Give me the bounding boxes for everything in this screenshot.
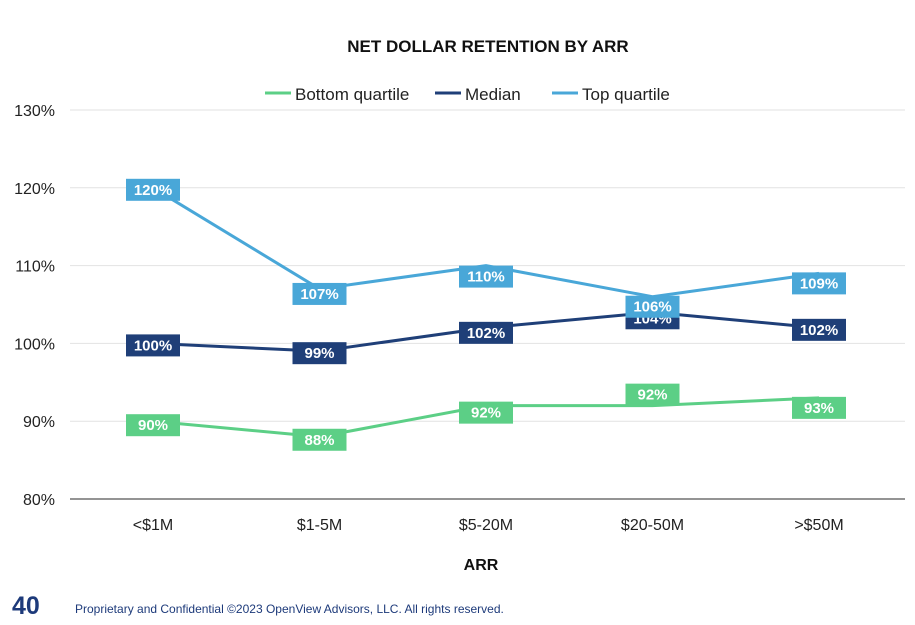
data-label-box	[292, 282, 347, 305]
data-label-box	[792, 396, 846, 419]
gridlines	[70, 109, 905, 500]
data-label-box	[625, 383, 680, 406]
data-label: 120%	[134, 182, 172, 199]
legend-label: Median	[465, 85, 521, 104]
data-label: 102%	[800, 322, 838, 339]
data-label-box	[459, 401, 513, 424]
data-label-box	[292, 428, 347, 451]
chart: NET DOLLAR RETENTION BY ARR Bottom quart…	[14, 37, 905, 574]
x-tick-label: >$50M	[794, 517, 843, 534]
y-tick-label: 100%	[14, 336, 55, 353]
y-tick-label: 110%	[15, 259, 55, 276]
legend-label: Bottom quartile	[295, 85, 409, 104]
data-label: 110%	[467, 269, 505, 286]
data-label-box	[792, 272, 846, 295]
data-label: 93%	[804, 400, 834, 417]
data-label: 107%	[300, 286, 338, 303]
data-label-box	[292, 342, 347, 365]
page-number: 40	[12, 592, 40, 620]
data-label: 88%	[304, 432, 334, 449]
data-label-box	[459, 265, 513, 288]
x-tick-label: $5-20M	[459, 517, 513, 534]
data-label-box	[126, 334, 180, 357]
data-label-box	[625, 295, 680, 318]
x-tick-label: $20-50M	[621, 517, 684, 534]
x-axis-label: ARR	[464, 557, 499, 574]
data-label-box	[792, 318, 846, 341]
data-label: 92%	[637, 387, 667, 404]
legend: Bottom quartile Median Top quartile	[265, 85, 670, 104]
x-axis-ticks: <$1M $1-5M $5-20M $20-50M >$50M	[133, 517, 844, 534]
y-tick-label: 130%	[14, 103, 55, 120]
data-label: 100%	[134, 337, 172, 354]
y-axis-ticks: 80% 90% 100% 110% 120% 130%	[14, 103, 55, 509]
footer: 40 Proprietary and Confidential ©2023 Op…	[0, 590, 915, 625]
y-tick-label: 90%	[23, 414, 55, 431]
series-group: 90%88%92%92%93%100% 99%102%104%102%120%10…	[126, 178, 846, 451]
series: 120% 107% 110% 106% 109%	[126, 178, 846, 318]
data-label-box	[126, 178, 180, 201]
data-label: 92%	[471, 405, 501, 422]
data-label-box	[126, 414, 180, 437]
data-label: 109%	[800, 275, 838, 292]
chart-title: NET DOLLAR RETENTION BY ARR	[347, 37, 628, 56]
y-tick-label: 80%	[23, 492, 55, 509]
data-label: 106%	[633, 299, 671, 316]
data-label-box	[459, 321, 513, 344]
series: 100% 99%102%104%102%	[126, 307, 846, 365]
x-tick-label: <$1M	[133, 517, 173, 534]
data-label: 99%	[304, 345, 334, 362]
series: 90% 88% 92% 92% 93%	[126, 383, 846, 451]
y-tick-label: 120%	[14, 181, 55, 198]
data-label: 90%	[138, 417, 168, 434]
copyright-notice: Proprietary and Confidential ©2023 OpenV…	[75, 602, 504, 616]
legend-label: Top quartile	[582, 85, 670, 104]
data-label: 102%	[467, 325, 505, 342]
x-tick-label: $1-5M	[297, 517, 342, 534]
